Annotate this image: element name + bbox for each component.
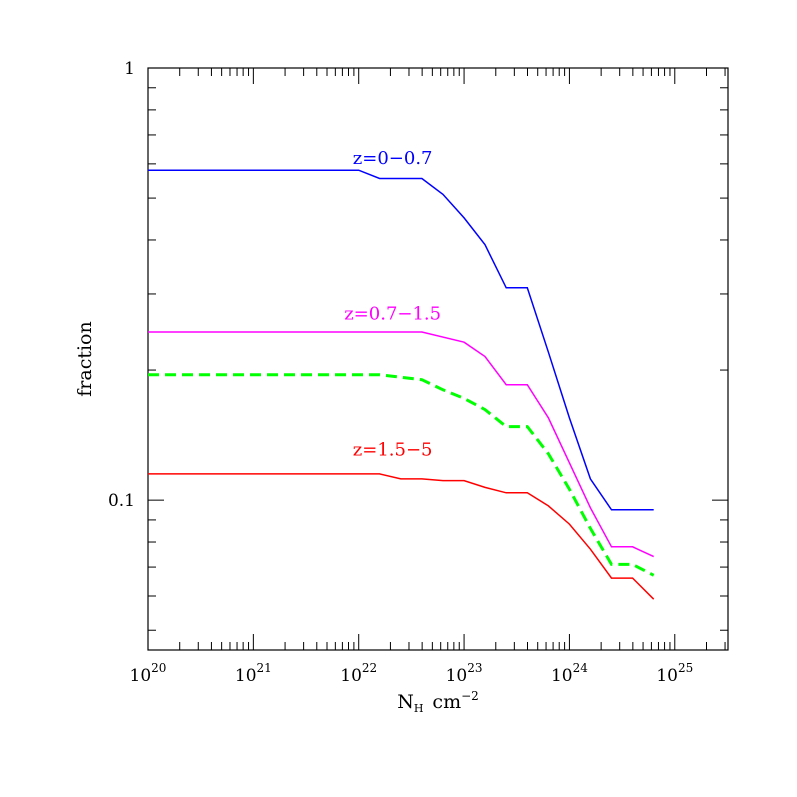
x-tick-label-base: 10 — [551, 666, 573, 686]
x-axis-title-unit: cm — [432, 691, 461, 713]
series-layer — [148, 169, 655, 600]
x-axis-title-exponent: −2 — [461, 689, 479, 703]
x-axis-title-main: N — [397, 691, 414, 713]
series-labels: z=0−0.7 z=0.7−1.5 z=1.5−5 — [344, 148, 441, 460]
y-tick-label: 0.1 — [108, 491, 135, 511]
x-tick-label: 1025 — [656, 661, 693, 686]
x-tick-label: 1021 — [235, 661, 272, 686]
plot-frame — [147, 67, 729, 651]
axis-ticks — [147, 67, 728, 650]
series-line-0 — [148, 169, 654, 511]
series-label-0: z=0−0.7 — [353, 148, 433, 169]
series-line-2 — [148, 373, 655, 577]
y-tick-label: 1 — [124, 59, 135, 79]
x-tick-label-base: 10 — [340, 666, 362, 686]
x-tick-label-base: 10 — [656, 666, 678, 686]
x-tick-label-base: 10 — [446, 666, 468, 686]
x-tick-label-base: 10 — [235, 666, 257, 686]
series-line-1 — [148, 331, 655, 558]
x-tick-label-exponent: 23 — [467, 661, 482, 675]
y-axis-title: fraction — [74, 321, 96, 396]
x-tick-label-exponent: 22 — [362, 661, 377, 675]
series-line-3 — [148, 473, 655, 600]
x-tick-label: 1020 — [130, 661, 167, 686]
x-tick-label-exponent: 25 — [678, 661, 693, 675]
x-tick-label: 1024 — [551, 661, 588, 686]
x-tick-label: 1022 — [340, 661, 377, 686]
x-tick-label-exponent: 21 — [257, 661, 272, 675]
series-label-3: z=1.5−5 — [353, 439, 433, 460]
x-tick-label-base: 10 — [130, 666, 152, 686]
x-axis-title-subscript: H — [414, 702, 424, 715]
x-axis-title: NH cm−2 — [397, 689, 479, 715]
x-tick-label-exponent: 20 — [151, 661, 166, 675]
x-tick-label: 1023 — [446, 661, 483, 686]
x-tick-label-exponent: 24 — [573, 661, 589, 675]
series-label-1: z=0.7−1.5 — [344, 303, 441, 324]
